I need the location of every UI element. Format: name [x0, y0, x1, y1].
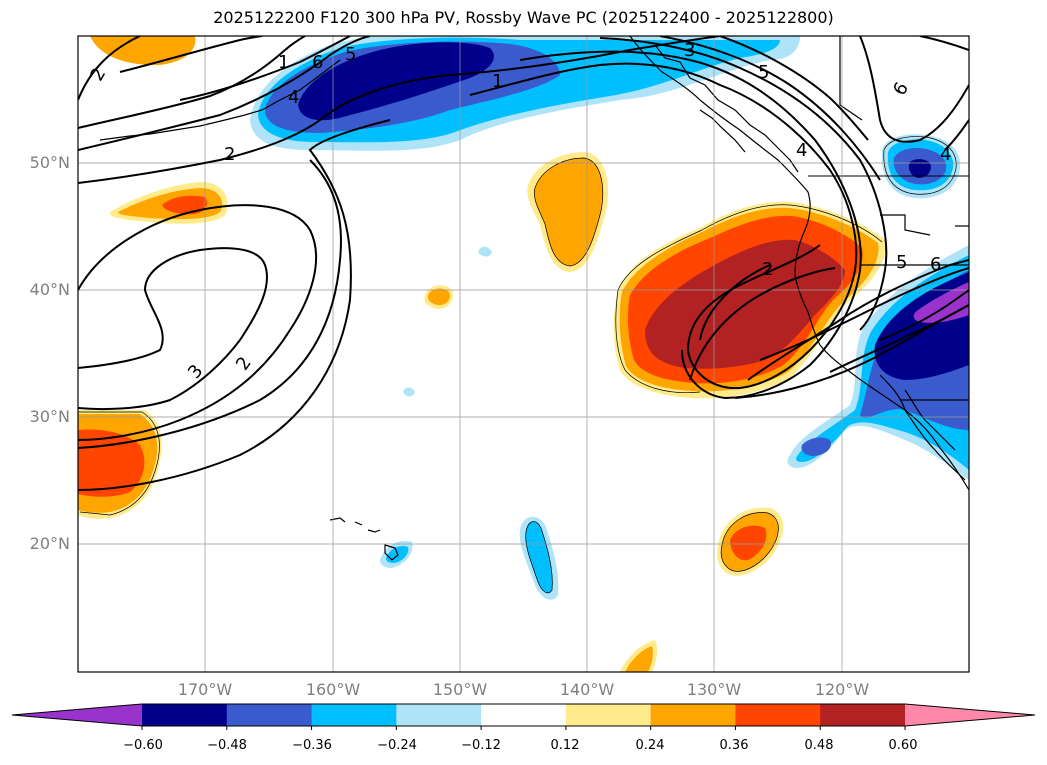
lon-label-120w: 120°W: [814, 680, 870, 699]
colorbar-extend-max: [905, 704, 1035, 726]
contour-labels: 2 2 1 6 4 5 1 2 3 2 3 5 4 5 6 4 6: [86, 40, 951, 383]
colorbar-segment: [735, 704, 821, 726]
contour-label: 3: [684, 40, 695, 61]
lat-label-30n: 30°N: [29, 407, 70, 426]
positive-anomaly-south: [620, 640, 658, 672]
colorbar-segment: [396, 704, 482, 726]
contour-label: 1: [492, 71, 503, 92]
colorbar-segment: [481, 704, 567, 726]
contour-label: 1: [278, 52, 289, 73]
positive-anomaly-small: [424, 285, 454, 310]
colorbar-tick: −0.60: [123, 738, 163, 753]
colorbar-segment: [650, 704, 736, 726]
positive-anomaly-subtropical-east: [717, 507, 784, 576]
contour-label: 4: [796, 140, 807, 161]
lon-label-130w: 130°W: [686, 680, 742, 699]
contour-label: 5: [345, 44, 356, 65]
colorbar-tick: −0.24: [377, 738, 417, 753]
contour-label: 6: [930, 254, 941, 275]
lat-label-40n: 40°N: [29, 280, 70, 299]
lon-label-160w: 160°W: [305, 680, 361, 699]
contour-label: 4: [288, 87, 299, 108]
positive-anomaly-north-west: [90, 36, 196, 66]
lat-label-20n: 20°N: [29, 534, 70, 553]
colorbar-tick: 0.24: [635, 738, 665, 753]
lat-label-50n: 50°N: [29, 153, 70, 172]
colorbar-tick: 0.12: [550, 738, 580, 753]
colorbar-tick: 0.36: [719, 738, 749, 753]
colorbar-segment: [820, 704, 906, 726]
lon-label-170w: 170°W: [177, 680, 233, 699]
contour-label: 2: [224, 144, 235, 165]
colorbar-tick: −0.36: [292, 738, 332, 753]
negative-anomaly-small: [380, 246, 559, 600]
colorbar: [11, 703, 1036, 730]
negative-anomaly-north: [250, 36, 800, 151]
colorbar-tick: −0.12: [461, 738, 501, 753]
contour-label: 5: [896, 252, 907, 273]
contour-label: 5: [758, 62, 769, 83]
colorbar-segment: [565, 704, 652, 726]
colorbar-extend-min: [12, 704, 142, 726]
contour-label: 4: [940, 144, 951, 165]
colorbar-tick: −0.48: [207, 738, 247, 753]
gridlines: [78, 36, 969, 672]
colorbar-segment: [226, 704, 313, 726]
positive-anomaly-central: [527, 152, 609, 272]
lon-label-140w: 140°W: [559, 680, 615, 699]
negative-anomaly-bc: [881, 134, 961, 199]
contour-label: 2: [762, 259, 773, 280]
contour-label: 6: [312, 52, 323, 73]
colorbar-segment: [311, 704, 397, 726]
colorbar-tick: 0.60: [888, 738, 918, 753]
pv-contours: [78, 36, 969, 491]
lon-label-150w: 150°W: [432, 680, 488, 699]
map-title: 2025122200 F120 300 hPa PV, Rossby Wave …: [213, 8, 834, 27]
colorbar-tick: 0.48: [804, 738, 834, 753]
colorbar-segment: [142, 704, 228, 726]
